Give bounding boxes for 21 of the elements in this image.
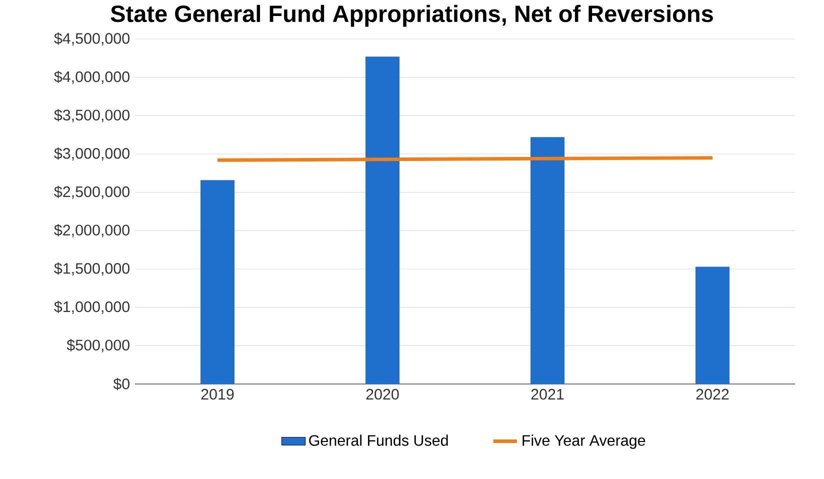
- y-tick-label: $500,000: [66, 339, 130, 352]
- y-tick-label: $2,500,000: [54, 186, 130, 199]
- y-tick-label: $3,000,000: [54, 147, 130, 161]
- legend-label: Five Year Average: [522, 434, 646, 449]
- y-tick-label: $4,500,000: [54, 32, 130, 46]
- bar: [530, 137, 564, 384]
- y-tick-label: $2,000,000: [54, 224, 130, 238]
- y-tick-label: $1,500,000: [54, 262, 130, 276]
- bar: [366, 56, 400, 384]
- y-tick-label: $1,000,000: [54, 300, 130, 314]
- y-tick-label: $0: [113, 378, 130, 390]
- chart-title: State General Fund Appropriations, Net of Reversions: [110, 4, 713, 27]
- x-tick-label: 2019: [201, 388, 234, 400]
- x-tick-label: 2022: [696, 388, 729, 400]
- bar: [696, 266, 730, 384]
- bar: [200, 180, 234, 384]
- legend-label: General Funds Used: [309, 434, 448, 446]
- x-tick-label: 2020: [366, 388, 399, 400]
- x-tick-label: 2021: [531, 388, 564, 400]
- y-tick-label: $4,000,000: [54, 70, 130, 84]
- y-tick-label: $3,500,000: [54, 109, 130, 122]
